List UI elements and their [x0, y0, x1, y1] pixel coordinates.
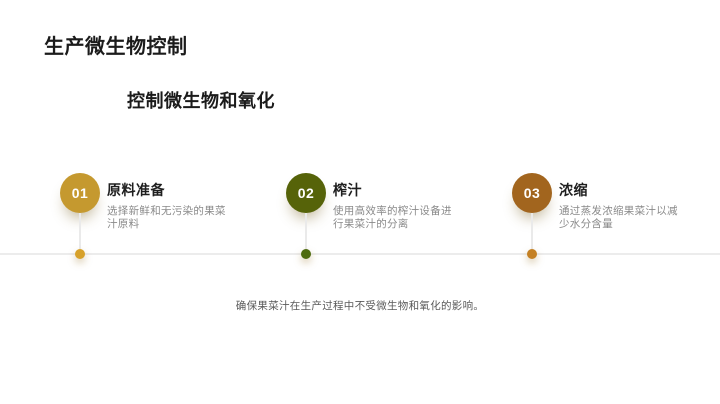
step-text-block: 榨汁 使用高效率的榨汁设备进行果菜汁的分离 [333, 180, 463, 230]
page-subtitle: 控制微生物和氧化 [127, 91, 275, 111]
step-description: 选择新鲜和无污染的果菜汁原料 [107, 205, 226, 230]
step-number: 03 [523, 185, 541, 201]
page-title: 生产微生物控制 [44, 36, 188, 58]
step-connector-line [305, 213, 307, 254]
step-dot [301, 249, 311, 259]
step-description: 使用高效率的榨汁设备进行果菜汁的分离 [333, 205, 452, 230]
step-heading: 浓缩 [559, 182, 588, 198]
step-circle-03: 03 [512, 173, 552, 213]
footer-note: 确保果菜汁在生产过程中不受微生物和氧化的影响。 [235, 300, 485, 312]
step-text-block: 原料准备 选择新鲜和无污染的果菜汁原料 [107, 180, 237, 230]
step-dot [527, 249, 537, 259]
step-circle-02: 02 [286, 173, 326, 213]
step-connector-line [79, 213, 81, 254]
step-heading: 原料准备 [107, 182, 165, 198]
step-description: 通过蒸发浓缩果菜汁以减少水分含量 [559, 205, 678, 230]
timeline-axis-line [0, 253, 720, 255]
step-number: 01 [71, 185, 89, 201]
step-dot [75, 249, 85, 259]
step-heading: 榨汁 [333, 182, 362, 198]
step-text-block: 浓缩 通过蒸发浓缩果菜汁以减少水分含量 [559, 180, 689, 230]
step-circle-01: 01 [60, 173, 100, 213]
step-number: 02 [297, 185, 315, 201]
step-connector-line [531, 213, 533, 254]
